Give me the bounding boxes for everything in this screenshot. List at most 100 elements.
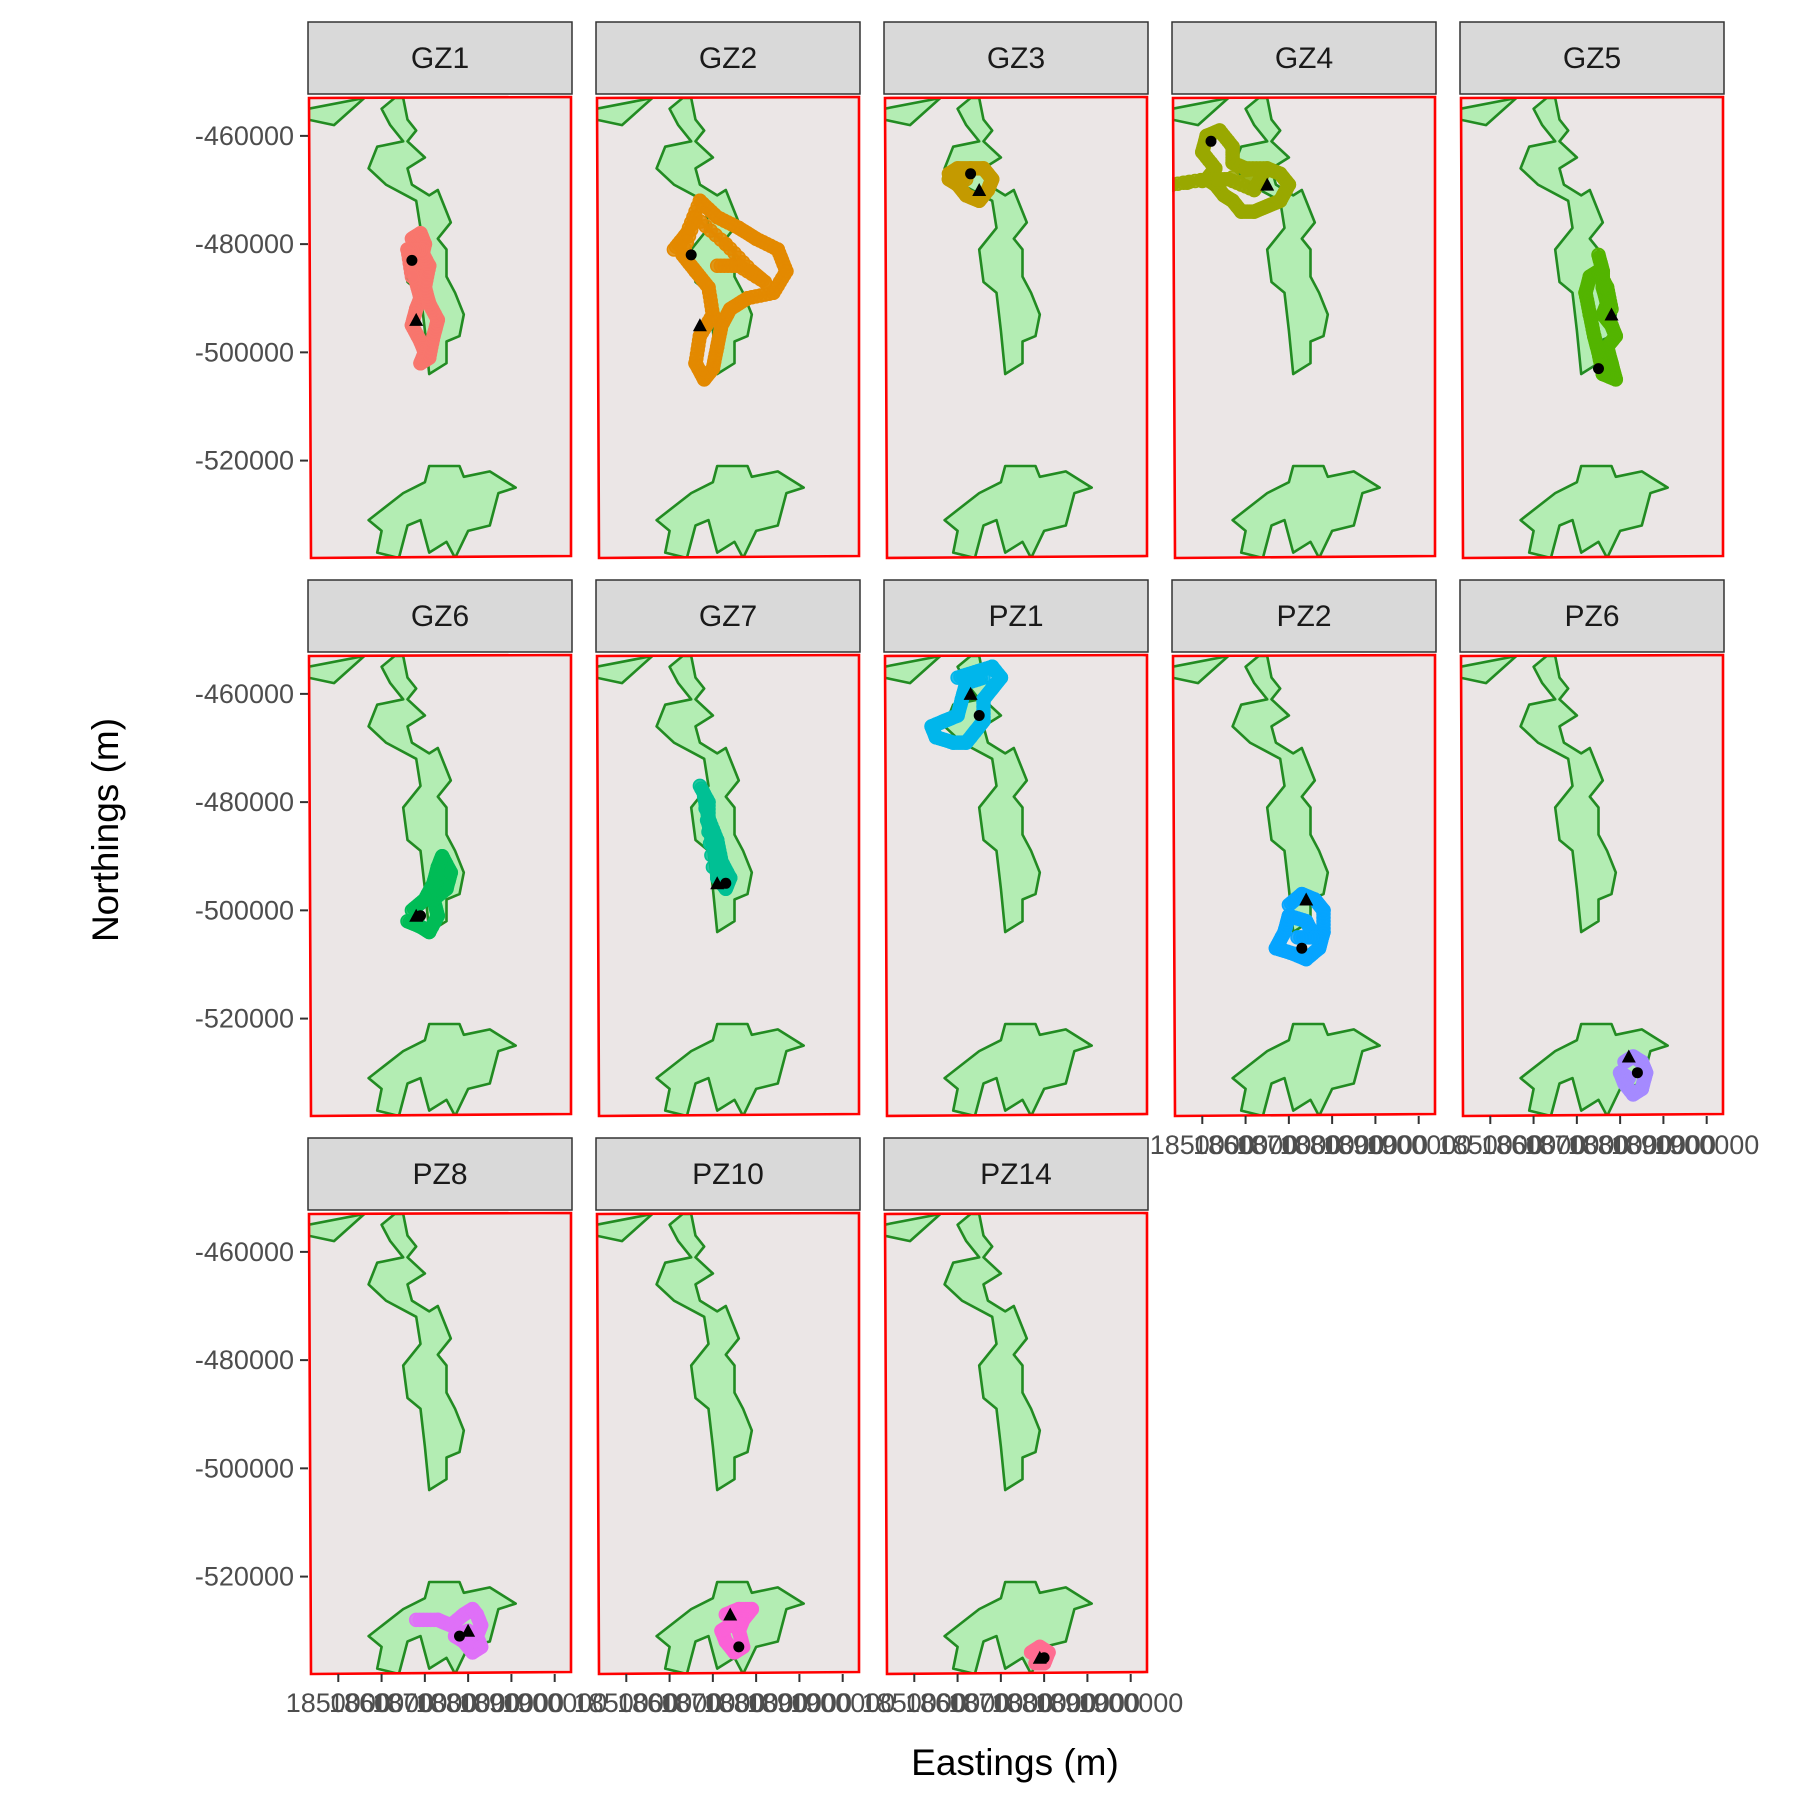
track-point — [1195, 173, 1210, 189]
reserve-central-reserve — [367, 1214, 466, 1492]
study-area-outline — [883, 653, 1149, 1118]
facet-strip-label: GZ1 — [411, 42, 469, 75]
track-point — [1210, 171, 1225, 187]
panel-map-area — [596, 1214, 859, 1674]
study-area-outline — [307, 653, 573, 1118]
panel-map-area — [308, 656, 571, 1116]
end-marker — [1032, 1650, 1047, 1664]
end-marker — [972, 183, 987, 196]
track-point — [404, 269, 420, 284]
reserve-southern-reserve — [1231, 464, 1381, 558]
facet-strip — [883, 1137, 1149, 1211]
y-tick-label: -460000 — [195, 121, 294, 151]
facet-strip — [307, 579, 573, 653]
reserve-southern-reserve — [655, 464, 805, 558]
y-tick-label: -480000 — [195, 1345, 294, 1375]
facet-panel-pz14: PZ14 185000018600001870000188000018900001… — [862, 1137, 1183, 1718]
start-marker — [406, 254, 418, 266]
facet-panel-gz4: GZ4 — [1171, 21, 1437, 560]
end-marker — [409, 312, 424, 326]
start-marker — [733, 1641, 745, 1653]
facet-strip — [595, 1137, 861, 1211]
study-area-outline — [307, 95, 573, 560]
track-point — [1290, 930, 1305, 945]
facet-strip-label: PZ8 — [412, 1158, 467, 1191]
study-area-outline — [1459, 95, 1725, 560]
reserve-northern-reserve — [884, 98, 942, 127]
x-tick-label: 1900000 — [1654, 1130, 1759, 1160]
reserve-northern-reserve — [1172, 98, 1230, 127]
x-tick-label: 1900000 — [502, 1688, 607, 1718]
end-marker — [723, 1607, 738, 1621]
end-marker — [1604, 307, 1619, 321]
study-area-outline — [1171, 95, 1437, 560]
y-tick-label: -480000 — [195, 229, 294, 259]
x-tick-label: 1860000 — [1481, 1130, 1586, 1160]
start-marker — [454, 1630, 465, 1642]
facet-panel-gz1: GZ1 -460000 -480000 -500000 -520000 — [195, 21, 573, 560]
x-tick-label: 1890000 — [1323, 1130, 1428, 1160]
y-tick-label: -520000 — [195, 1004, 294, 1034]
panel-map-area — [1460, 656, 1723, 1116]
y-tick-label: -460000 — [195, 679, 294, 709]
facet-panel-gz6: GZ6 -460000 -480000 -500000 -520000 — [195, 579, 573, 1118]
facet-strip-label: PZ10 — [692, 1158, 764, 1191]
track-point — [1225, 170, 1240, 185]
x-tick-label: 1850000 — [1438, 1130, 1543, 1160]
panel-map-area — [884, 98, 1147, 558]
x-tick-label: 1880000 — [1568, 1130, 1673, 1160]
x-tick-label: 1890000 — [459, 1688, 564, 1718]
y-tick-label: -520000 — [195, 446, 294, 476]
facet-panel-pz8: PZ8-460000-480000-500000-520000185000018… — [195, 1137, 607, 1718]
x-tick-label: 1860000 — [905, 1688, 1010, 1718]
reserve-northern-reserve — [596, 656, 654, 685]
x-tick-label: 1870000 — [948, 1688, 1053, 1718]
end-marker — [1299, 892, 1314, 906]
reserve-central-reserve — [943, 1214, 1042, 1492]
end-marker — [1621, 1049, 1636, 1063]
end-marker — [1260, 177, 1275, 191]
facet-panel-gz5: GZ5 — [1459, 21, 1725, 560]
facet-strip — [1459, 21, 1725, 95]
track-point — [696, 789, 712, 804]
facet-strip — [1171, 579, 1437, 653]
x-tick-label: 1900000 — [790, 1688, 895, 1718]
reserve-southern-reserve — [367, 464, 517, 558]
facet-panel-pz2: PZ2 1850000186000018700001880000189000019… — [1150, 579, 1471, 1160]
x-tick-label: 1890000 — [1611, 1130, 1716, 1160]
track-point — [698, 801, 713, 816]
reserve-northern-reserve — [1460, 656, 1518, 685]
reserve-central-reserve — [1519, 656, 1618, 934]
x-tick-label: 1900000 — [1366, 1130, 1471, 1160]
x-tick-label: 1890000 — [1035, 1688, 1140, 1718]
facet-strip — [307, 1137, 573, 1211]
panel-map-area — [308, 98, 571, 558]
track-point — [699, 812, 715, 828]
y-axis-title: Northings (m) — [85, 718, 126, 942]
panel-map-area — [884, 656, 1147, 1116]
y-tick-label: -520000 — [195, 1562, 294, 1592]
x-tick-label: 1850000 — [1150, 1130, 1255, 1160]
panel-map-area — [1460, 98, 1723, 558]
reserve-northern-reserve — [308, 656, 366, 685]
panel-map-area — [596, 656, 859, 1116]
y-tick-label: -480000 — [195, 787, 294, 817]
reserve-northern-reserve — [884, 656, 942, 685]
study-area-outline — [883, 1211, 1149, 1676]
start-marker — [720, 877, 732, 889]
track-point — [709, 258, 725, 274]
y-tick-label: -500000 — [195, 1453, 294, 1483]
facet-strip — [307, 21, 573, 95]
track-point — [1621, 1070, 1637, 1086]
track-point — [1179, 175, 1195, 191]
track-point — [1172, 177, 1180, 192]
track-point — [701, 824, 716, 840]
reserve-southern-reserve — [943, 464, 1093, 558]
x-tick-label: 1850000 — [862, 1688, 967, 1718]
y-tick-label: -460000 — [195, 1237, 294, 1267]
x-axis-title: Eastings (m) — [911, 1742, 1119, 1783]
reserve-southern-reserve — [655, 1022, 805, 1116]
facet-panel-pz1: PZ1 — [883, 579, 1149, 1118]
end-marker — [710, 876, 725, 890]
y-tick-label: -500000 — [195, 337, 294, 367]
